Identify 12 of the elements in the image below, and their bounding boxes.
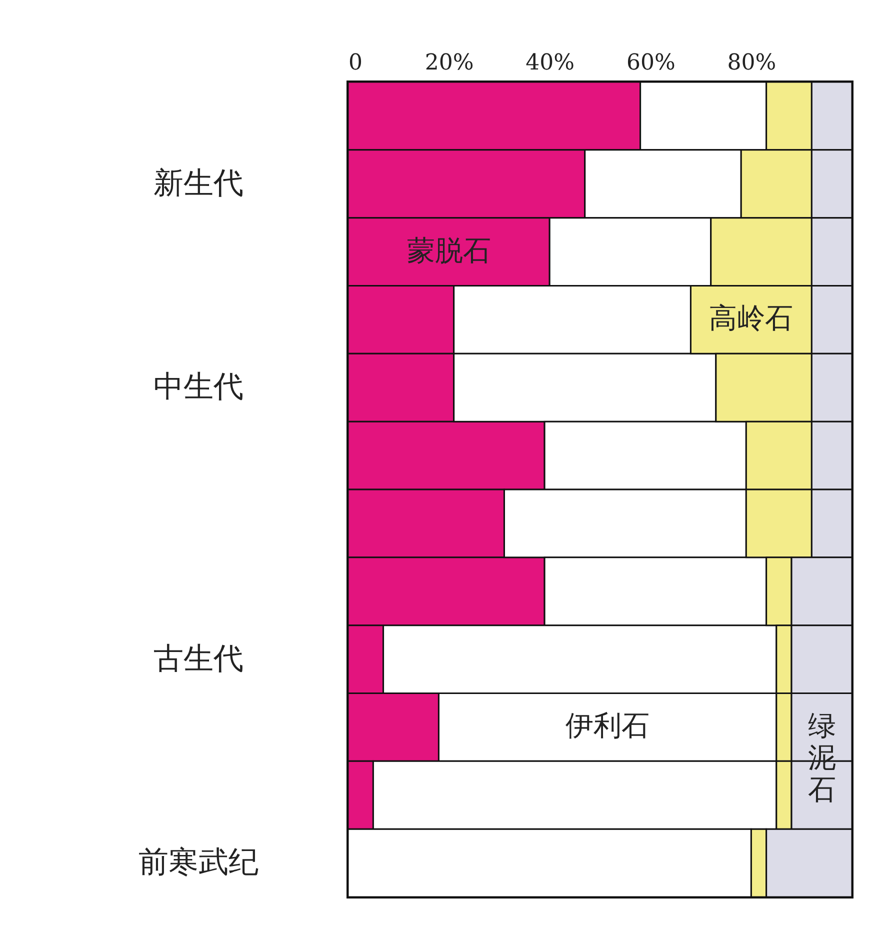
- series-label: 蒙脱石: [406, 234, 491, 267]
- x-tick-label: 40%: [526, 50, 575, 76]
- series-label: 高岭石: [709, 302, 794, 335]
- x-tick-label: 60%: [626, 50, 676, 76]
- x-tick-label: 20%: [424, 50, 474, 76]
- y-tick-label: 前寒武纪: [138, 845, 258, 880]
- x-tick-label: 80%: [727, 50, 776, 76]
- x-tick-label: 0: [348, 50, 362, 76]
- y-tick-label: 新生代: [154, 166, 244, 201]
- series-label: 伊利石: [566, 709, 650, 742]
- y-tick-label: 古生代: [154, 641, 244, 676]
- y-tick-label: 中生代: [154, 370, 244, 405]
